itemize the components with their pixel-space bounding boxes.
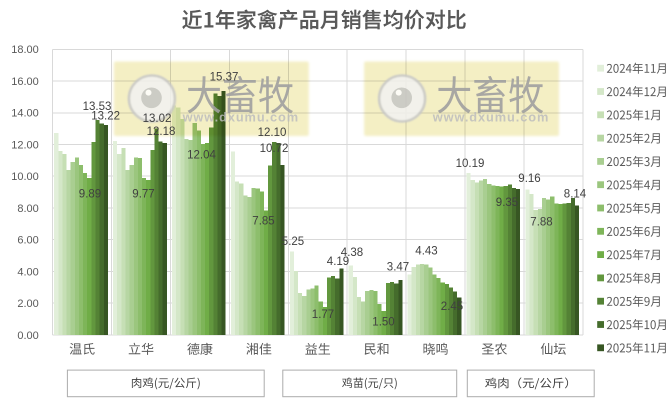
svg-text:10.00: 10.00 — [11, 171, 39, 183]
svg-text:www.dxumu.com: www.dxumu.com — [182, 109, 299, 124]
svg-text:9.89: 9.89 — [79, 189, 101, 201]
svg-text:13.02: 13.02 — [143, 113, 172, 125]
svg-text:4.00: 4.00 — [17, 266, 38, 278]
svg-text:www.dxumu.com: www.dxumu.com — [432, 109, 549, 124]
svg-text:12.18: 12.18 — [147, 126, 176, 138]
svg-text:9.77: 9.77 — [132, 189, 154, 201]
svg-text:6.00: 6.00 — [17, 235, 38, 247]
svg-text:0.00: 0.00 — [17, 330, 38, 342]
svg-text:18.00: 18.00 — [11, 44, 39, 56]
svg-text:2.45: 2.45 — [441, 301, 463, 313]
svg-text:8.14: 8.14 — [564, 189, 587, 201]
svg-text:13.22: 13.22 — [91, 111, 120, 123]
svg-text:9.16: 9.16 — [518, 173, 540, 185]
svg-text:3.47: 3.47 — [387, 262, 409, 274]
svg-text:7.88: 7.88 — [530, 217, 552, 229]
svg-text:12.10: 12.10 — [258, 127, 287, 139]
svg-text:14.00: 14.00 — [11, 108, 39, 120]
svg-text:1.77: 1.77 — [312, 309, 334, 321]
svg-text:4.43: 4.43 — [415, 246, 437, 258]
svg-text:9.35: 9.35 — [496, 197, 518, 209]
svg-text:7.85: 7.85 — [252, 216, 274, 228]
svg-text:5.25: 5.25 — [282, 236, 304, 248]
svg-text:15.37: 15.37 — [210, 72, 239, 84]
svg-text:13.53: 13.53 — [83, 101, 112, 113]
svg-text:12.04: 12.04 — [187, 150, 216, 162]
svg-text:10.72: 10.72 — [260, 143, 289, 155]
svg-text:12.00: 12.00 — [11, 139, 39, 151]
svg-text:4.19: 4.19 — [327, 256, 349, 268]
svg-text:10.19: 10.19 — [456, 158, 485, 170]
svg-text:1.50: 1.50 — [372, 317, 394, 329]
svg-text:2.00: 2.00 — [17, 298, 38, 310]
svg-text:4.38: 4.38 — [341, 247, 363, 259]
svg-text:8.00: 8.00 — [17, 203, 38, 215]
svg-text:16.00: 16.00 — [11, 76, 39, 88]
